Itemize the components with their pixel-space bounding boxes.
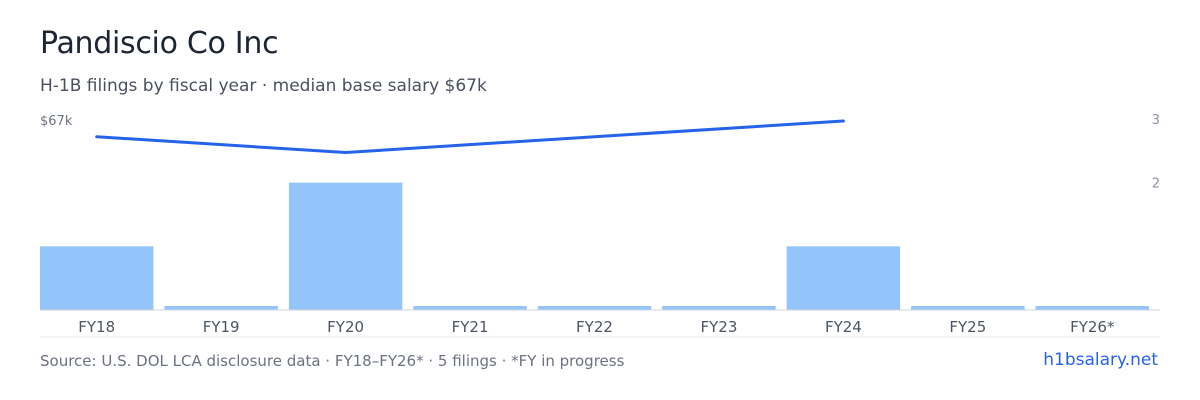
bar-fy21 xyxy=(413,306,527,310)
bar-fy18 xyxy=(40,246,154,310)
right-axis-tick-label: 2 xyxy=(1152,177,1160,192)
left-axis-tick-label: $67k xyxy=(40,114,73,129)
right-axis: 23 xyxy=(1152,113,1160,192)
x-tick-label: FY19 xyxy=(203,318,240,336)
chart-title: Pandiscio Co Inc xyxy=(40,26,279,61)
x-tick-label: FY18 xyxy=(78,318,115,336)
left-axis: $67k xyxy=(40,114,73,129)
x-tick-label: FY25 xyxy=(949,318,986,336)
x-tick-label: FY24 xyxy=(825,318,862,336)
x-tick-label: FY20 xyxy=(327,318,364,336)
salary-line-layer xyxy=(95,119,845,154)
bar-fy22 xyxy=(537,306,652,310)
right-axis-tick-label: 3 xyxy=(1152,113,1160,128)
salary-line xyxy=(95,119,845,154)
source-note: Source: U.S. DOL LCA disclosure data · F… xyxy=(40,352,625,370)
x-tick-label: FY26* xyxy=(1070,318,1115,336)
x-tick-label: FY22 xyxy=(576,318,613,336)
x-tick-label: FY21 xyxy=(452,318,489,336)
bar-fy19 xyxy=(164,306,278,310)
bar-fy24 xyxy=(786,246,901,310)
bar-fy23 xyxy=(662,306,776,310)
x-axis-labels: FY18 FY19 FY20 FY21 FY22 FY23 FY24 FY25 FY26* xyxy=(78,318,1115,336)
bars-layer xyxy=(40,182,1149,310)
bar-fy25 xyxy=(911,306,1025,310)
bar-fy26-partial xyxy=(1035,306,1149,310)
site-link[interactable]: h1bsalary.net xyxy=(1043,350,1158,370)
x-tick-label: FY23 xyxy=(700,318,737,336)
bar-fy20 xyxy=(288,182,403,310)
chart-subtitle: H-1B filings by fiscal year · median bas… xyxy=(40,76,487,96)
